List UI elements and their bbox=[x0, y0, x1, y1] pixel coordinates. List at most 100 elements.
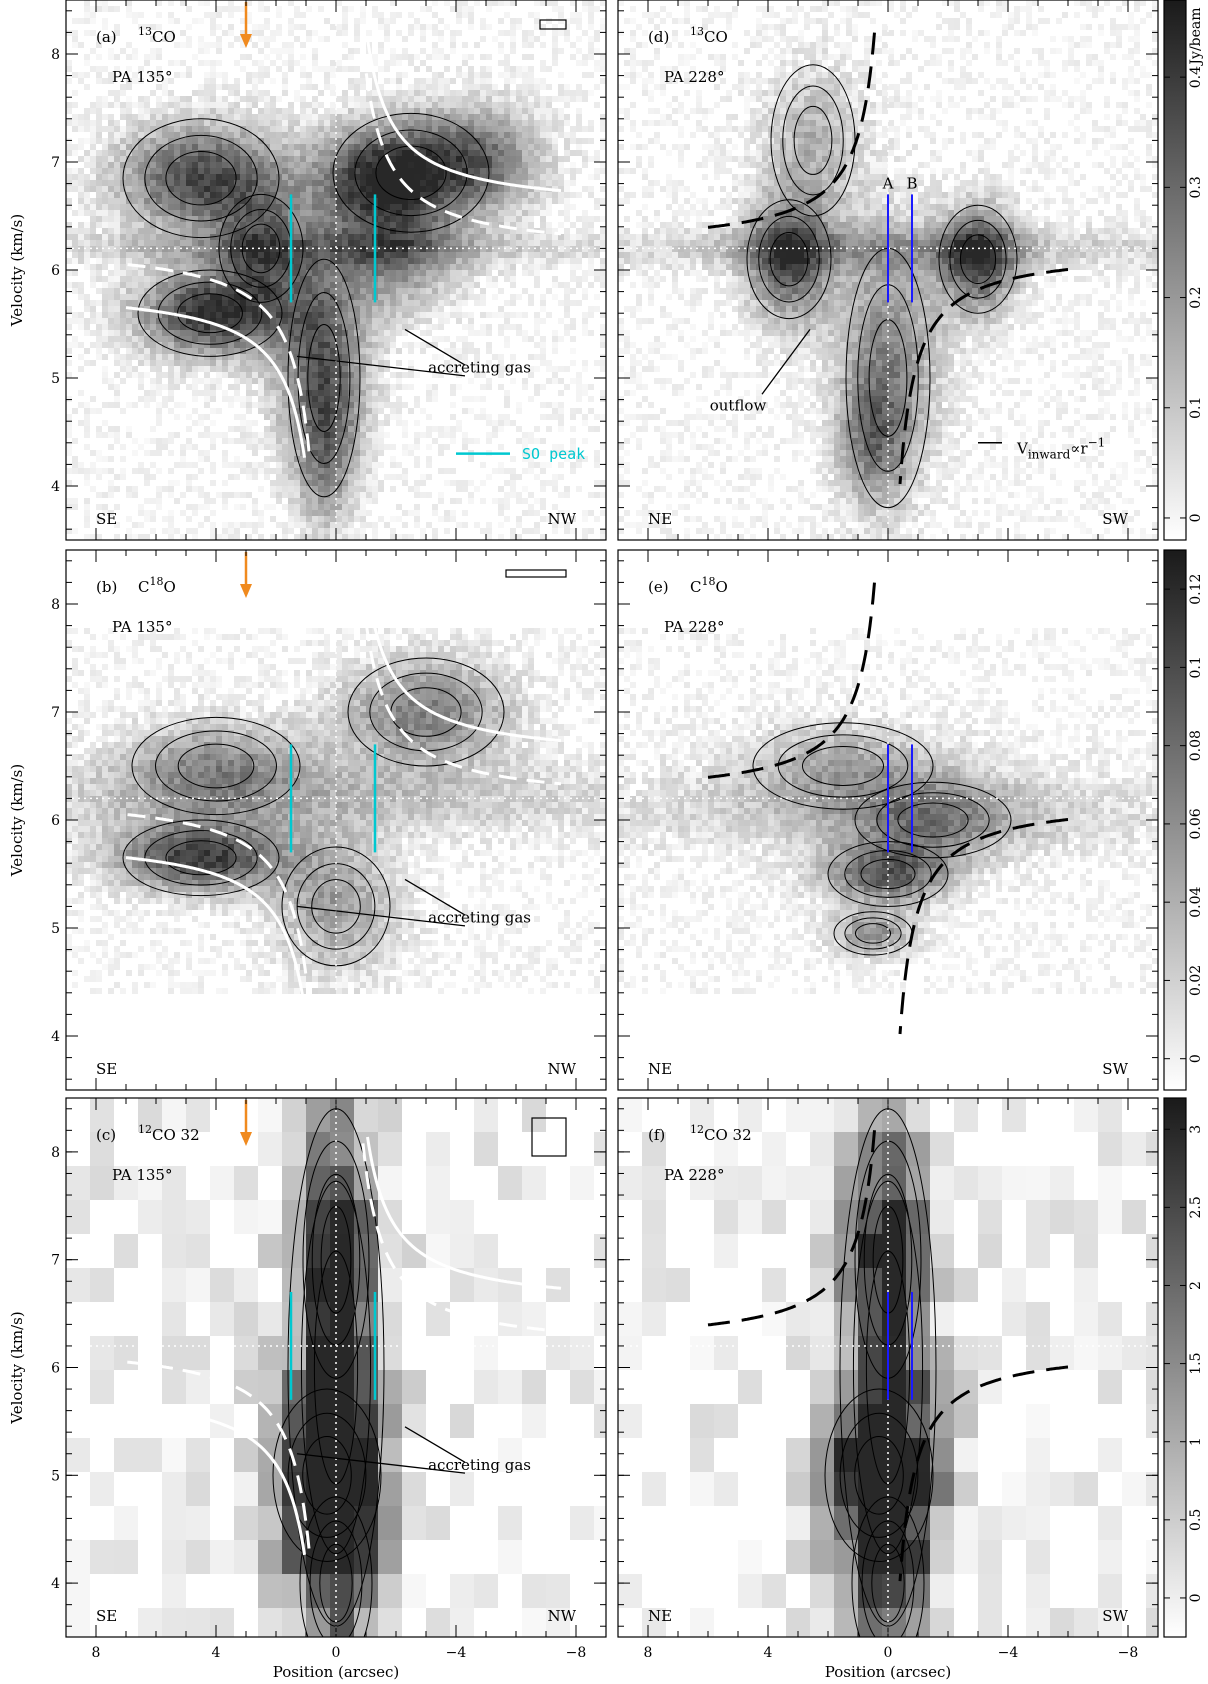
map-pixel bbox=[414, 252, 420, 258]
map-pixel bbox=[162, 108, 168, 114]
map-pixel bbox=[540, 66, 546, 72]
map-pixel bbox=[378, 366, 384, 372]
map-pixel bbox=[108, 126, 114, 132]
map-pixel bbox=[150, 348, 156, 354]
map-pixel bbox=[534, 90, 540, 96]
map-pixel bbox=[528, 246, 534, 252]
map-pixel bbox=[66, 246, 72, 252]
map-pixel bbox=[582, 270, 588, 276]
map-pixel bbox=[444, 318, 450, 324]
map-pixel bbox=[240, 186, 246, 192]
map-pixel bbox=[324, 426, 330, 432]
map-pixel bbox=[348, 174, 354, 180]
map-pixel bbox=[252, 252, 258, 258]
map-pixel bbox=[534, 12, 540, 18]
map-pixel bbox=[180, 162, 186, 168]
map-pixel bbox=[198, 270, 204, 276]
map-pixel bbox=[300, 312, 306, 318]
map-pixel bbox=[504, 390, 510, 396]
map-pixel bbox=[210, 396, 216, 402]
map-pixel bbox=[348, 288, 354, 294]
map-pixel bbox=[318, 408, 324, 414]
map-pixel bbox=[324, 402, 330, 408]
map-pixel bbox=[570, 234, 576, 240]
map-pixel bbox=[204, 276, 210, 282]
map-pixel bbox=[258, 222, 264, 228]
map-pixel bbox=[384, 234, 390, 240]
map-pixel bbox=[378, 330, 384, 336]
map-pixel bbox=[498, 270, 504, 276]
map-pixel bbox=[324, 420, 330, 426]
map-pixel bbox=[174, 318, 180, 324]
map-pixel bbox=[222, 450, 228, 456]
map-pixel bbox=[372, 90, 378, 96]
map-pixel bbox=[456, 144, 462, 150]
map-pixel bbox=[132, 204, 138, 210]
map-pixel bbox=[582, 288, 588, 294]
map-pixel bbox=[348, 186, 354, 192]
map-pixel bbox=[66, 372, 72, 378]
map-pixel bbox=[426, 288, 432, 294]
map-pixel bbox=[372, 324, 378, 330]
map-pixel bbox=[396, 288, 402, 294]
map-pixel bbox=[438, 84, 444, 90]
map-pixel bbox=[198, 138, 204, 144]
map-pixel bbox=[228, 216, 234, 222]
map-pixel bbox=[462, 408, 468, 414]
map-pixel bbox=[186, 246, 192, 252]
map-pixel bbox=[288, 30, 294, 36]
map-pixel bbox=[372, 102, 378, 108]
map-pixel bbox=[222, 270, 228, 276]
map-pixel bbox=[234, 114, 240, 120]
map-pixel bbox=[378, 270, 384, 276]
map-pixel bbox=[372, 60, 378, 66]
map-pixel bbox=[270, 168, 276, 174]
map-pixel bbox=[126, 234, 132, 240]
map-pixel bbox=[462, 294, 468, 300]
map-pixel bbox=[450, 426, 456, 432]
map-pixel bbox=[510, 258, 516, 264]
map-pixel bbox=[258, 330, 264, 336]
map-pixel bbox=[498, 228, 504, 234]
map-pixel bbox=[228, 312, 234, 318]
map-pixel bbox=[126, 186, 132, 192]
map-pixel bbox=[462, 234, 468, 240]
map-pixel bbox=[444, 102, 450, 108]
map-pixel bbox=[90, 186, 96, 192]
map-pixel bbox=[396, 54, 402, 60]
map-pixel bbox=[186, 216, 192, 222]
map-pixel bbox=[126, 252, 132, 258]
map-pixel bbox=[420, 174, 426, 180]
map-pixel bbox=[366, 420, 372, 426]
map-pixel bbox=[204, 216, 210, 222]
map-pixel bbox=[168, 258, 174, 264]
map-pixel bbox=[168, 270, 174, 276]
map-pixel bbox=[600, 246, 606, 252]
map-pixel bbox=[240, 372, 246, 378]
map-pixel bbox=[414, 18, 420, 24]
map-pixel bbox=[294, 426, 300, 432]
map-pixel bbox=[180, 240, 186, 246]
map-pixel bbox=[270, 402, 276, 408]
map-pixel bbox=[438, 354, 444, 360]
map-pixel bbox=[360, 414, 366, 420]
map-pixel bbox=[102, 234, 108, 240]
map-pixel bbox=[138, 348, 144, 354]
map-pixel bbox=[366, 426, 372, 432]
map-pixel bbox=[432, 282, 438, 288]
map-pixel bbox=[504, 66, 510, 72]
map-pixel bbox=[450, 150, 456, 156]
map-pixel bbox=[414, 90, 420, 96]
map-pixel bbox=[414, 138, 420, 144]
map-pixel bbox=[594, 414, 600, 420]
map-pixel bbox=[378, 276, 384, 282]
map-pixel bbox=[438, 234, 444, 240]
map-pixel bbox=[258, 210, 264, 216]
map-pixel bbox=[498, 186, 504, 192]
map-pixel bbox=[84, 198, 90, 204]
map-pixel bbox=[204, 432, 210, 438]
map-pixel bbox=[186, 240, 192, 246]
map-pixel bbox=[150, 354, 156, 360]
map-pixel bbox=[252, 138, 258, 144]
map-pixel bbox=[378, 360, 384, 366]
